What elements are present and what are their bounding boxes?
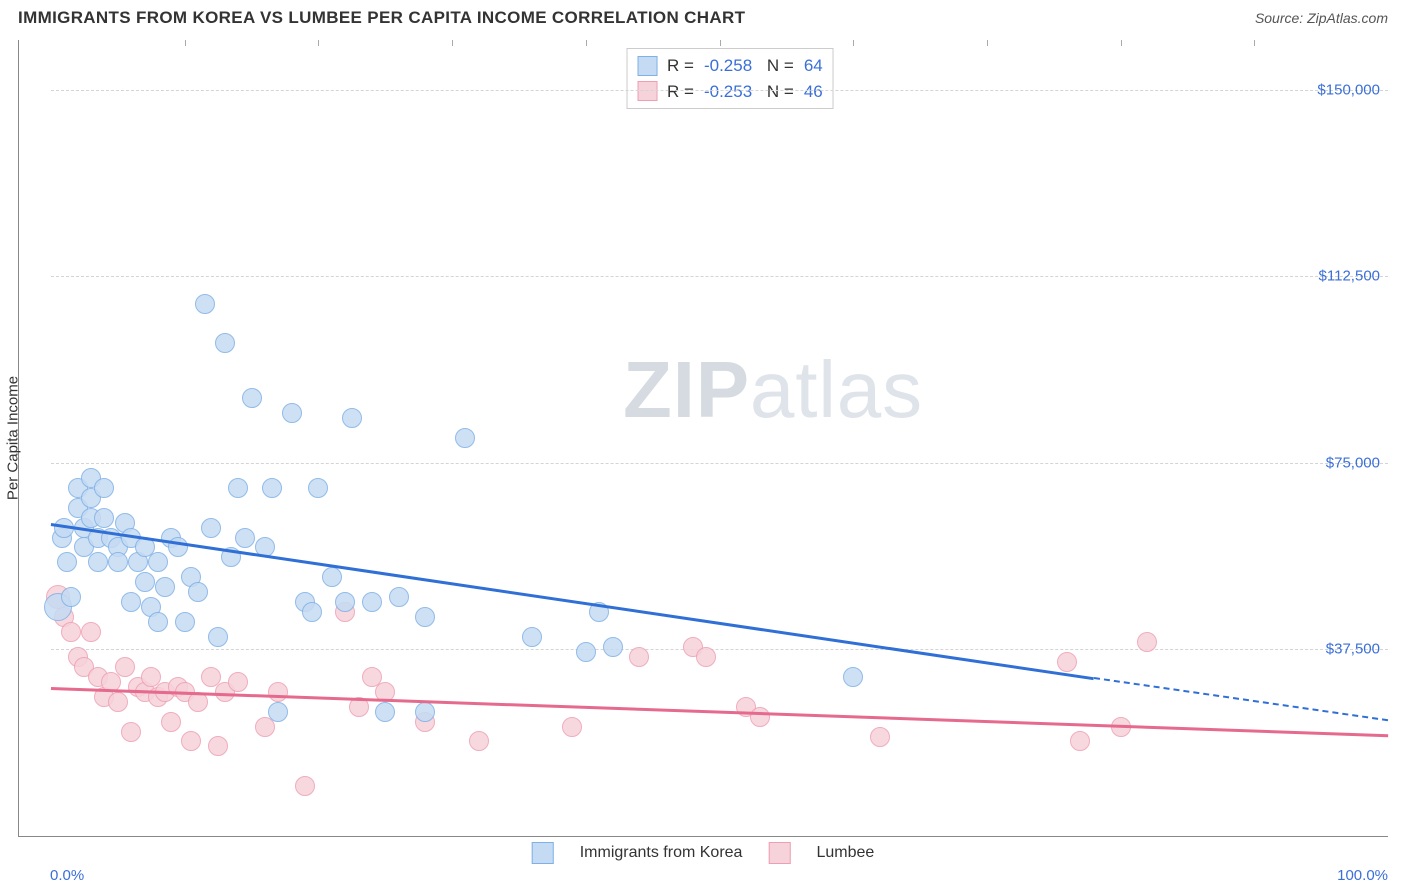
data-point [181,731,201,751]
data-point [375,702,395,722]
x-tick-label: 100.0% [1337,867,1388,884]
source-label: Source: ZipAtlas.com [1255,10,1388,26]
trend-line [1094,677,1388,721]
data-point [335,592,355,612]
data-point [362,592,382,612]
y-tick-label: $150,000 [1317,81,1380,98]
series-a-swatch [637,56,657,76]
data-point [1137,632,1157,652]
data-point [175,612,195,632]
data-point [415,607,435,627]
data-point [268,702,288,722]
trend-line [51,523,1094,680]
x-minor-tick [586,40,587,46]
data-point [1070,731,1090,751]
data-point [208,627,228,647]
data-point [1057,652,1077,672]
data-point [61,622,81,642]
data-point [215,333,235,353]
y-tick-label: $37,500 [1326,641,1380,658]
data-point [61,587,81,607]
series-b-swatch [637,81,657,101]
data-point [201,518,221,538]
data-point [57,552,77,572]
data-point [121,722,141,742]
y-tick-label: $75,000 [1326,454,1380,471]
x-minor-tick [853,40,854,46]
data-point [188,582,208,602]
data-point [262,478,282,498]
data-point [235,528,255,548]
data-point [629,647,649,667]
data-point [195,294,215,314]
x-minor-tick [1121,40,1122,46]
data-point [208,736,228,756]
legend-a-swatch [532,842,554,864]
data-point [522,627,542,647]
trend-line [51,687,1388,737]
data-point [148,552,168,572]
data-point [228,672,248,692]
watermark: ZIPatlas [623,344,923,436]
x-minor-tick [318,40,319,46]
gridline [51,463,1388,464]
data-point [696,647,716,667]
data-point [282,403,302,423]
data-point [94,478,114,498]
data-point [870,727,890,747]
data-point [843,667,863,687]
data-point [135,572,155,592]
data-point [562,717,582,737]
data-point [603,637,623,657]
chart-area: Per Capita Income ZIPatlas R =-0.258 N =… [18,40,1388,837]
chart-title: IMMIGRANTS FROM KOREA VS LUMBEE PER CAPI… [18,8,745,28]
data-point [469,731,489,751]
data-point [415,702,435,722]
data-point [750,707,770,727]
data-point [576,642,596,662]
x-tick-label: 0.0% [50,867,84,884]
x-minor-tick [452,40,453,46]
x-minor-tick [720,40,721,46]
gridline [51,276,1388,277]
data-point [455,428,475,448]
data-point [88,552,108,572]
data-point [302,602,322,622]
data-point [228,478,248,498]
gridline [51,649,1388,650]
x-minor-tick [185,40,186,46]
x-minor-tick [1254,40,1255,46]
bottom-legend: Immigrants from Korea Lumbee [532,842,875,864]
data-point [155,577,175,597]
data-point [322,567,342,587]
data-point [308,478,328,498]
data-point [268,682,288,702]
data-point [121,592,141,612]
stats-legend: R =-0.258 N =64 R =-0.253 N =46 [626,48,834,109]
data-point [161,712,181,732]
y-tick-label: $112,500 [1319,268,1380,285]
data-point [295,776,315,796]
data-point [115,657,135,677]
data-point [108,692,128,712]
data-point [148,612,168,632]
legend-a-label: Immigrants from Korea [580,844,743,862]
gridline [51,90,1388,91]
legend-b-label: Lumbee [816,844,874,862]
data-point [81,622,101,642]
y-axis-label: Per Capita Income [5,376,22,500]
legend-b-swatch [768,842,790,864]
data-point [108,552,128,572]
data-point [242,388,262,408]
x-minor-tick [987,40,988,46]
data-point [342,408,362,428]
data-point [94,508,114,528]
data-point [389,587,409,607]
